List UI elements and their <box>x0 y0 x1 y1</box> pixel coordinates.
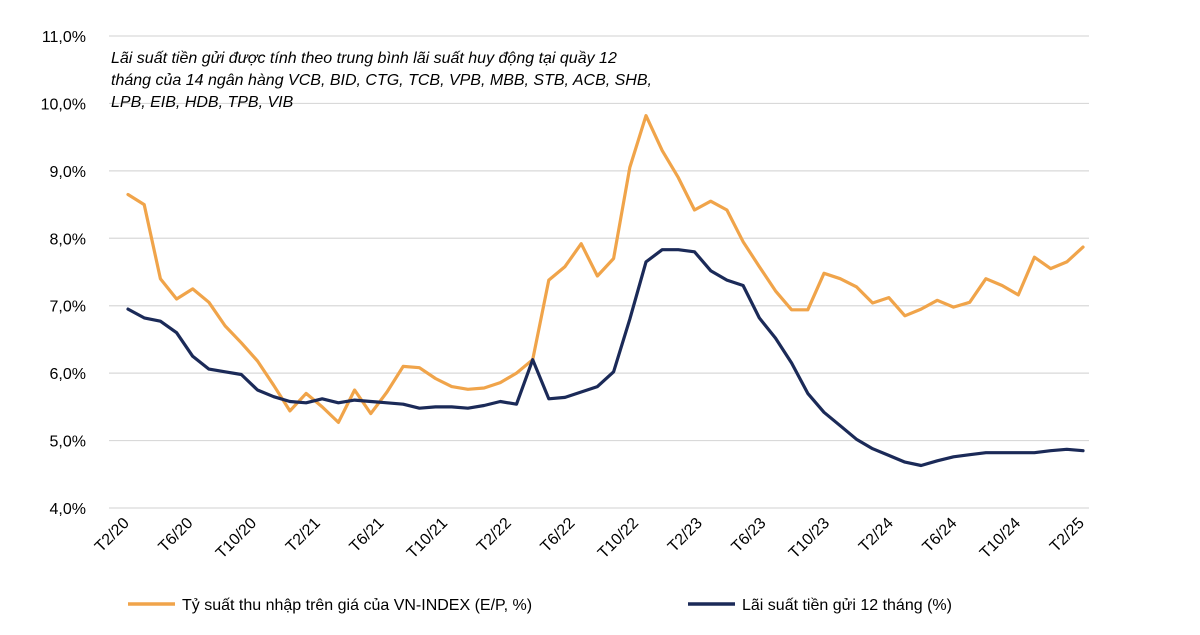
y-tick-label: 11,0% <box>42 29 86 46</box>
x-tick-label: T2/22 <box>474 515 515 556</box>
series-line-deposit-rate <box>126 248 1085 468</box>
gridlines <box>109 35 1089 509</box>
series-line-ep <box>126 113 1085 424</box>
x-tick-label: T6/24 <box>920 515 961 556</box>
x-tick-label: T2/25 <box>1047 515 1088 556</box>
note-line-3: LPB, EIB, HDB, TPB, VIB <box>111 94 294 111</box>
x-tick-label: T6/20 <box>156 515 197 556</box>
x-axis-labels: T2/20 T6/20 T10/20 T2/21 T6/21 T10/21 T2/22 T6/… <box>92 515 1088 562</box>
y-axis-labels: 4,0% 5,0% 6,0% 7,0% 8,0% 9,0% 10,0% 11,0% <box>41 29 86 518</box>
note-line-1: Lãi suất tiền gửi được tính theo trung b… <box>111 50 617 67</box>
x-tick-label: T10/20 <box>213 515 260 562</box>
x-tick-label: T10/22 <box>595 515 642 562</box>
legend: Tỷ suất thu nhập trên giá của VN-INDEX (… <box>128 597 952 614</box>
note-line-2: tháng của 14 ngân hàng VCB, BID, CTG, TC… <box>111 72 652 89</box>
x-tick-label: T10/23 <box>786 515 833 562</box>
legend-label-ep: Tỷ suất thu nhập trên giá của VN-INDEX (… <box>182 597 532 614</box>
chart-note: Lãi suất tiền gửi được tính theo trung b… <box>111 50 652 111</box>
y-tick-label: 10,0% <box>41 96 86 113</box>
y-tick-label: 7,0% <box>50 299 86 316</box>
x-tick-label: T10/21 <box>404 515 451 562</box>
x-tick-label: T2/20 <box>92 515 133 556</box>
y-tick-label: 9,0% <box>50 164 86 181</box>
y-tick-label: 8,0% <box>50 231 86 248</box>
x-tick-label: T6/22 <box>538 515 579 556</box>
x-tick-label: T10/24 <box>977 515 1024 562</box>
x-tick-label: T2/24 <box>856 515 897 556</box>
y-tick-label: 4,0% <box>50 501 86 518</box>
x-tick-label: T6/21 <box>347 515 388 556</box>
y-tick-label: 5,0% <box>50 434 86 451</box>
legend-label-deposit-rate: Lãi suất tiền gửi 12 tháng (%) <box>742 597 952 614</box>
x-tick-label: T2/21 <box>283 515 324 556</box>
series-lines <box>126 113 1085 468</box>
x-tick-label: T6/23 <box>729 515 770 556</box>
y-tick-label: 6,0% <box>50 366 86 383</box>
x-tick-label: T2/23 <box>665 515 706 556</box>
